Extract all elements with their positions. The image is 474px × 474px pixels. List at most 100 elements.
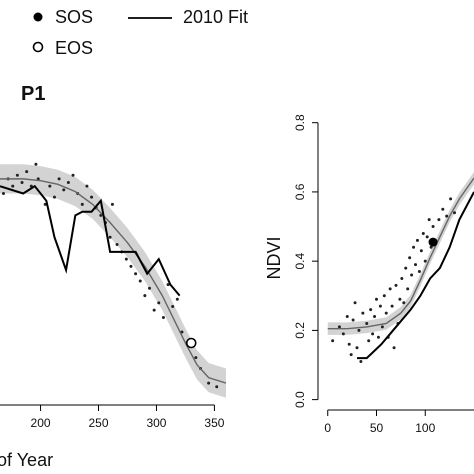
eos-legend-label: EOS	[55, 38, 93, 58]
p2-point-6	[351, 318, 355, 322]
p2-y-tick-label-2: 0.4	[293, 252, 307, 269]
p2-point-10	[359, 360, 363, 364]
p1-x-tick-label-2: 300	[146, 416, 166, 430]
p2-fit-line	[327, 177, 474, 330]
p2-point-39	[417, 270, 421, 274]
p2-x-tick-label-2: 100	[415, 421, 435, 435]
p2-point-17	[375, 297, 378, 301]
p1-point-37	[171, 305, 175, 309]
p1-point-13	[62, 188, 66, 192]
p2-point-48	[437, 218, 441, 222]
p2-x-tick-label-0: 0	[324, 421, 331, 435]
p1-x-axis-label: Day of Year	[0, 450, 53, 470]
p2-point-41	[421, 231, 425, 235]
p2-point-12	[365, 321, 369, 325]
p2-point-27	[394, 283, 398, 287]
p1-point-24	[110, 202, 114, 206]
p2-point-29	[398, 297, 402, 301]
panel-p1-title: P1	[21, 83, 45, 105]
p2-observed-line	[357, 191, 474, 360]
p2-point-18	[376, 335, 380, 339]
p1-point-30	[138, 279, 142, 283]
p2-observed-polyline	[357, 191, 474, 360]
p1-point-0	[1, 191, 5, 195]
p2-point-52	[453, 211, 456, 215]
p2-point-44	[427, 218, 431, 222]
p2-phenology-markers	[428, 237, 438, 247]
p1-point-14	[66, 181, 70, 185]
p2-point-14	[369, 308, 373, 312]
p2-point-34	[408, 256, 412, 260]
p2-point-43	[425, 235, 429, 239]
p2-point-16	[373, 315, 377, 319]
p1-point-19	[90, 195, 94, 199]
p2-point-42	[423, 259, 427, 263]
p1-point-5	[25, 170, 29, 174]
p2-point-1	[337, 325, 341, 329]
p1-point-28	[129, 264, 133, 268]
p1-point-35	[161, 315, 165, 319]
p1-point-7	[34, 162, 38, 166]
p1-x-tick-label-0: 200	[31, 416, 51, 430]
p1-point-44	[207, 381, 211, 385]
p1-point-31	[143, 294, 147, 298]
p2-point-36	[412, 245, 416, 249]
p1-point-29	[134, 272, 138, 276]
p2-point-37	[414, 263, 417, 267]
p2-point-26	[392, 346, 396, 350]
p2-point-51	[449, 197, 453, 201]
legend: SOS EOS 2010 Fit	[32, 7, 248, 58]
p1-point-17	[80, 202, 84, 206]
p1-point-45	[215, 385, 219, 389]
p2-point-25	[390, 304, 394, 308]
p2-y-tick-label-4: 0.8	[293, 114, 307, 131]
fit-legend-label: 2010 Fit	[183, 7, 248, 27]
p1-point-38	[175, 297, 179, 301]
p2-point-19	[378, 304, 382, 308]
sos-legend-label: SOS	[55, 7, 93, 27]
p2-y-tick-label-1: 0.2	[293, 322, 307, 339]
p2-point-7	[353, 301, 357, 305]
p2-point-45	[429, 245, 433, 249]
p2-point-30	[400, 276, 404, 280]
p1-point-34	[157, 301, 161, 305]
p2-point-2	[341, 332, 345, 336]
sos-legend-marker	[33, 12, 43, 22]
p2-point-50	[445, 214, 449, 218]
p2-x-tick-label-1: 50	[370, 421, 384, 435]
p1-point-15	[71, 173, 75, 177]
panel-p2: 0 50 100 0.0 0.2 0.4 0.6 0.8 NDVI	[264, 114, 474, 435]
p1-fit-line	[0, 178, 227, 384]
p2-point-0	[331, 339, 335, 343]
p2-point-33	[406, 287, 410, 291]
p1-x-tick-label-1: 250	[88, 416, 108, 430]
p1-point-18	[85, 184, 89, 188]
p2-y-tick-label-3: 0.6	[293, 183, 307, 200]
p2-point-38	[415, 238, 419, 242]
p1-point-2	[11, 184, 15, 188]
p2-point-8	[355, 346, 359, 350]
p2-point-9	[357, 328, 361, 332]
p1-x-tick-label-3: 350	[204, 416, 224, 430]
p1-eos-marker	[185, 337, 197, 349]
eos-legend-marker	[32, 41, 44, 53]
p2-point-20	[380, 325, 384, 329]
p2-point-46	[431, 225, 435, 229]
p2-fit-curve	[327, 177, 474, 330]
p1-point-32	[148, 286, 152, 290]
p2-point-24	[388, 287, 392, 291]
p2-y-tick-label-0: 0.0	[293, 391, 307, 408]
p2-point-21	[382, 294, 386, 298]
p1-point-10	[48, 184, 52, 188]
p2-point-35	[410, 273, 414, 277]
p2-band-area	[327, 171, 474, 335]
p2-point-13	[367, 339, 371, 343]
p2-point-3	[345, 315, 349, 319]
p1-fit-curve	[0, 178, 227, 384]
p2-point-40	[419, 249, 423, 253]
p1-point-33	[152, 308, 156, 312]
panel-p1: P1 200 250 300 350 Day of Year	[0, 83, 227, 470]
p2-point-22	[384, 311, 388, 315]
p1-point-25	[115, 243, 119, 247]
